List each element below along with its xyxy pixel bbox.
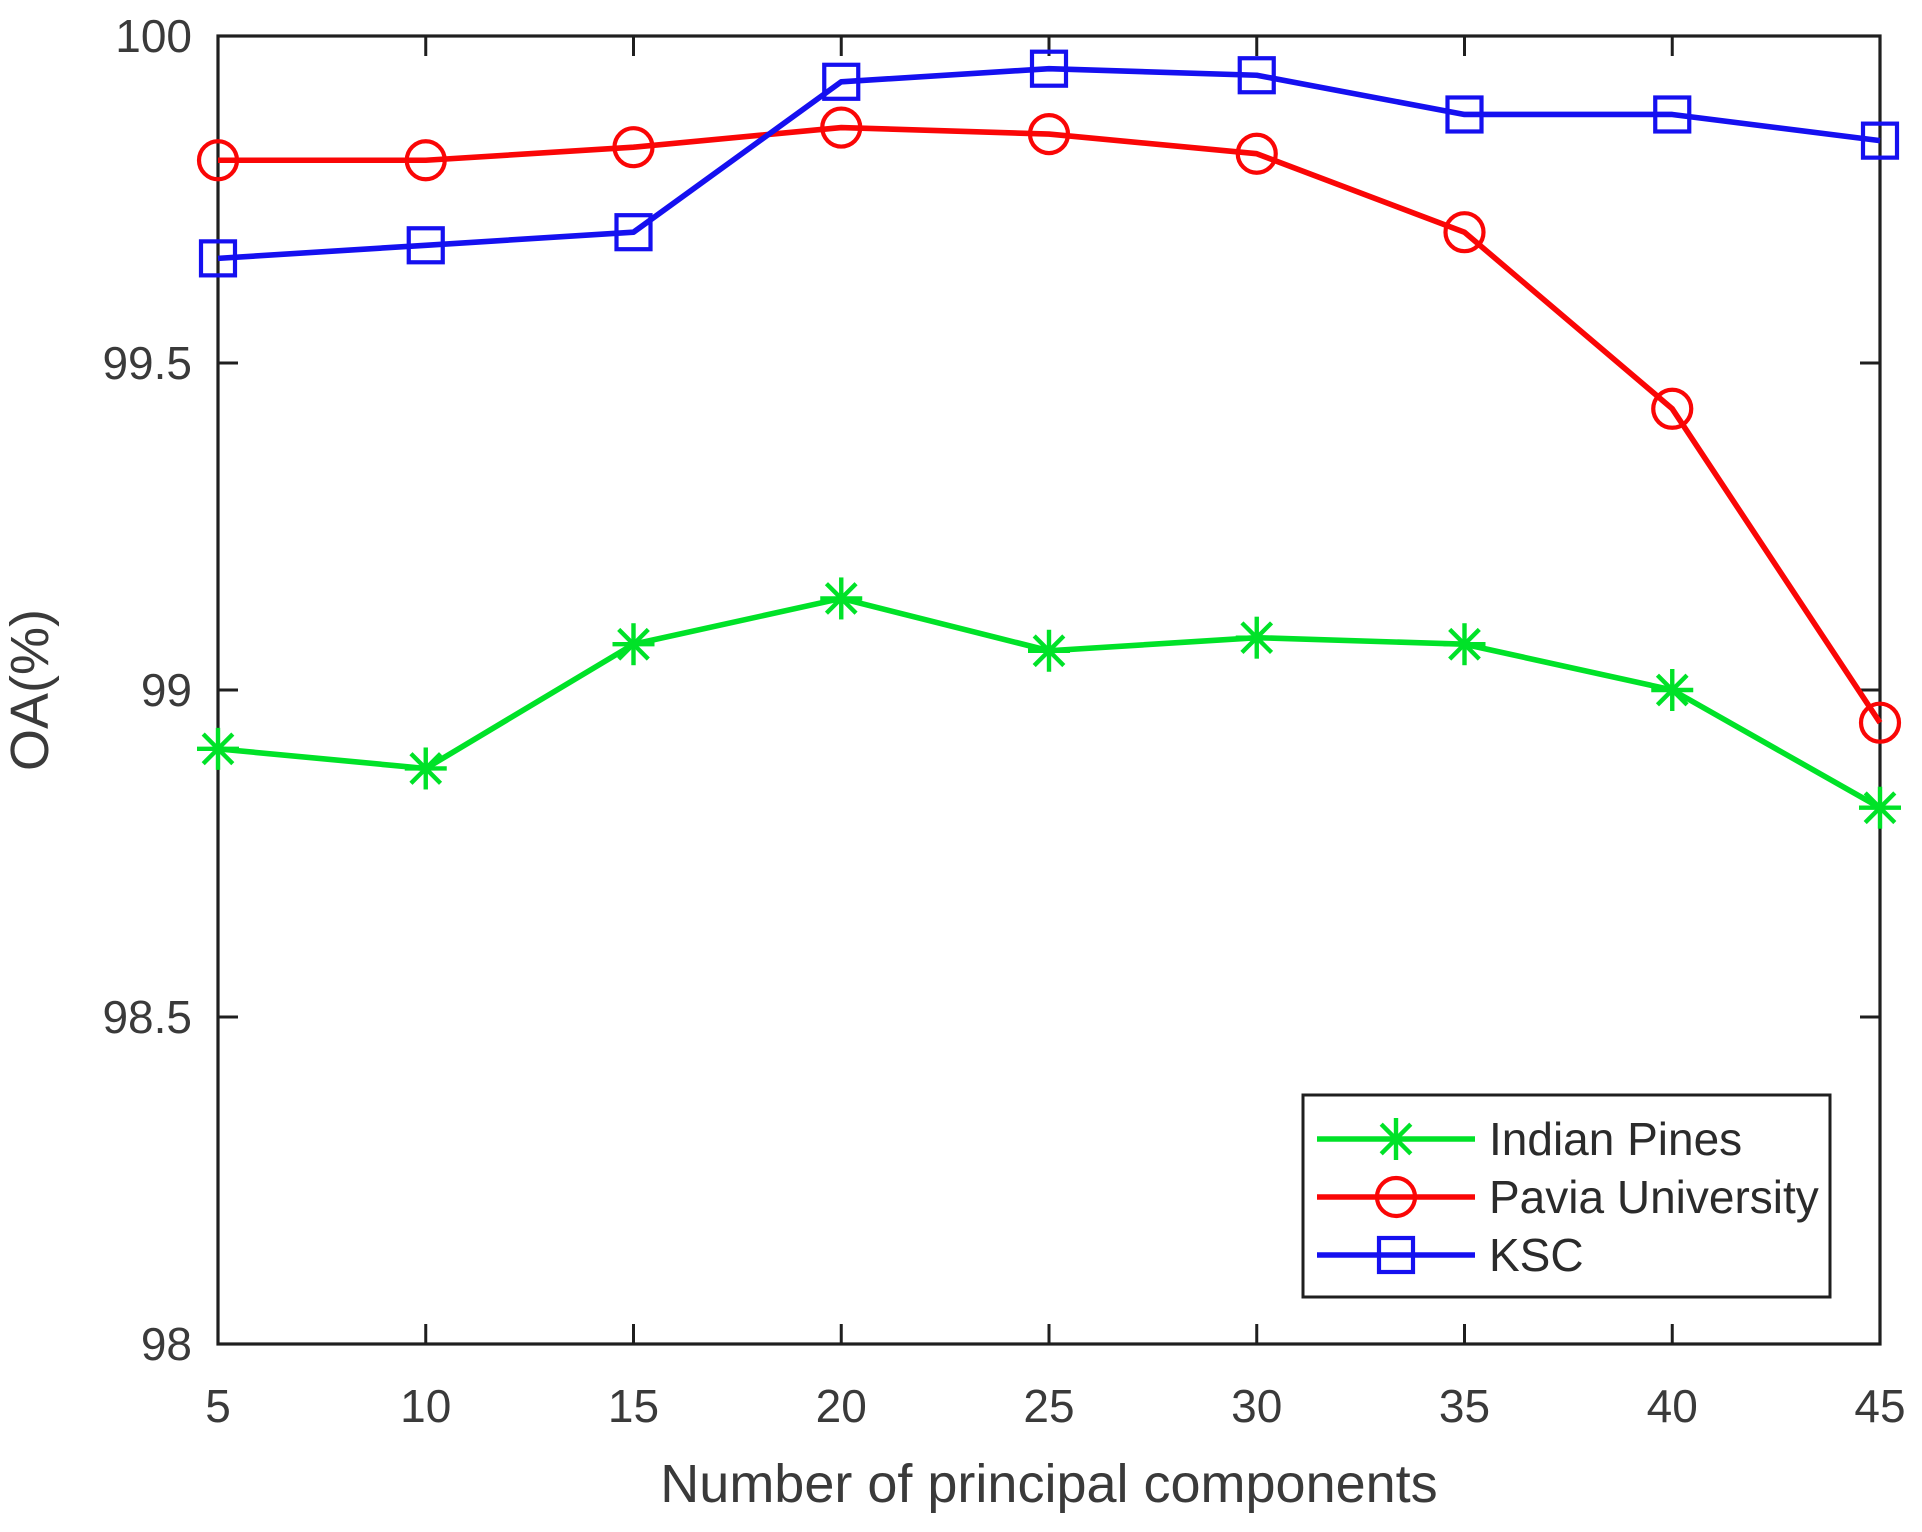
- legend-label: Indian Pines: [1489, 1113, 1742, 1165]
- x-tick-label: 20: [816, 1380, 867, 1432]
- x-tick-label: 40: [1647, 1380, 1698, 1432]
- x-tick-label: 15: [608, 1380, 659, 1432]
- x-tick-label: 30: [1231, 1380, 1282, 1432]
- data-point-marker: [1860, 121, 1900, 160]
- data-point-marker: [1027, 113, 1071, 156]
- data-point-marker: [404, 139, 447, 182]
- data-point-marker: [1445, 95, 1484, 134]
- data-point-marker: [820, 106, 863, 149]
- data-point-marker: [1028, 629, 1070, 672]
- data-point-marker: [406, 226, 445, 265]
- x-tick-label: 25: [1023, 1380, 1074, 1432]
- data-point-marker: [1859, 786, 1901, 829]
- data-point-marker: [1858, 701, 1902, 744]
- x-tick-label: 10: [400, 1380, 451, 1432]
- data-point-marker: [820, 577, 863, 620]
- data-point-marker: [612, 126, 655, 169]
- data-point-marker: [196, 139, 240, 182]
- data-point-marker: [1235, 132, 1278, 175]
- data-point-marker: [1376, 1235, 1416, 1275]
- x-axis-label: Number of principal components: [660, 1454, 1437, 1514]
- legend-entry: Pavia University: [1317, 1171, 1819, 1223]
- x-tick-label: 5: [205, 1380, 231, 1432]
- data-point-marker: [1235, 616, 1278, 659]
- legend-entry: KSC: [1317, 1229, 1584, 1281]
- x-tick-label: 45: [1854, 1380, 1905, 1432]
- legend-label: Pavia University: [1489, 1171, 1819, 1223]
- data-point-marker: [1443, 623, 1486, 666]
- y-axis-label: OA(%): [0, 609, 60, 771]
- data-point-marker: [1029, 49, 1069, 88]
- y-tick-label: 99: [141, 664, 192, 716]
- x-axis: 5 10 15 20 25 30 35 40 45: [205, 36, 1906, 1432]
- data-point-marker: [614, 213, 653, 252]
- data-point-marker: [1443, 211, 1486, 254]
- data-point-marker: [1374, 1175, 1418, 1219]
- y-tick-label: 99.5: [102, 337, 192, 389]
- legend-entry: Indian Pines: [1317, 1113, 1742, 1165]
- data-point-marker: [1651, 387, 1694, 430]
- data-point-marker: [822, 62, 861, 101]
- x-tick-label: 35: [1439, 1380, 1490, 1432]
- y-tick-label: 100: [115, 10, 192, 62]
- y-tick-label: 98: [141, 1318, 192, 1370]
- data-point-marker: [1375, 1118, 1417, 1160]
- series-ksc: [198, 49, 1900, 278]
- data-point-marker: [404, 747, 447, 790]
- y-tick-label: 98.5: [102, 991, 192, 1043]
- series-pavia-university: [196, 106, 1902, 744]
- legend: Indian Pines Pavia University KSC: [1301, 1093, 1832, 1299]
- data-point-marker: [1651, 669, 1694, 711]
- y-axis: 98 98.5 99 99.5 100: [102, 10, 1880, 1370]
- legend-label: KSC: [1489, 1229, 1584, 1281]
- data-point-marker: [198, 239, 238, 278]
- series-indian-pines: [197, 577, 1901, 829]
- series-line: [217, 65, 1881, 262]
- data-point-marker: [1653, 95, 1692, 134]
- series-line: [218, 124, 1883, 725]
- data-point-marker: [1237, 56, 1276, 95]
- data-point-marker: [197, 727, 239, 770]
- data-point-marker: [612, 623, 655, 666]
